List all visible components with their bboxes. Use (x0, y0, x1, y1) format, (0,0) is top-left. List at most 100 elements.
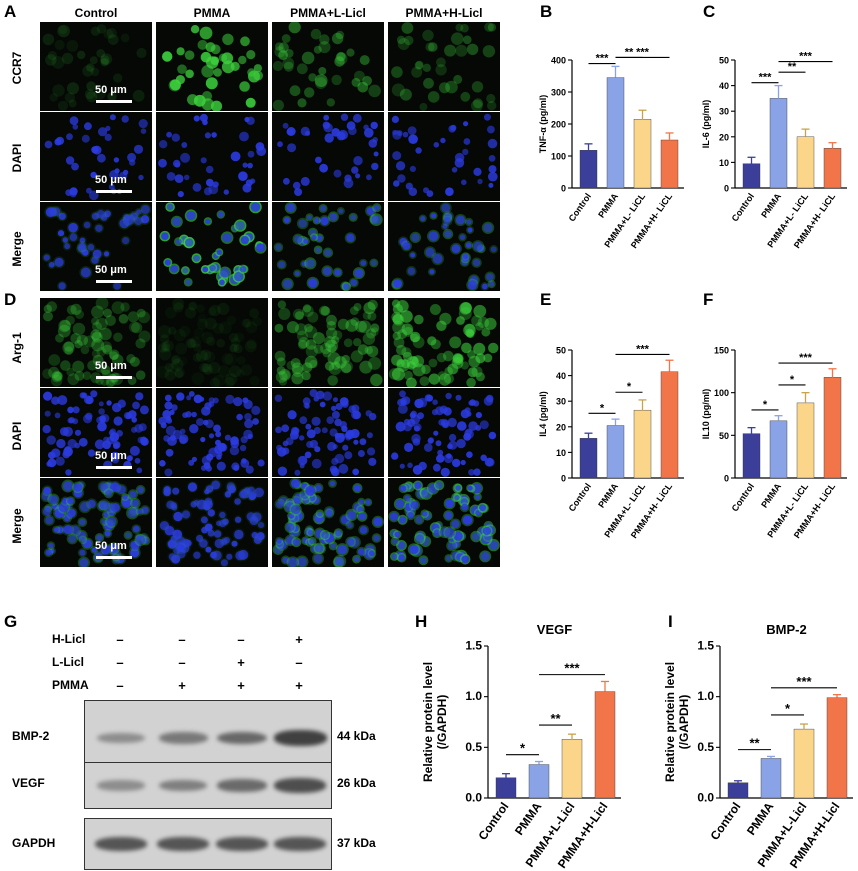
y-tick-label: 20 (556, 422, 566, 432)
panel-letter-i: I (668, 612, 673, 631)
bar (579, 150, 598, 189)
micrograph-image (40, 478, 152, 567)
blot-bmp2 (84, 700, 332, 768)
panel-letter-h: H (415, 612, 428, 631)
micrograph-image (156, 478, 268, 567)
y-tick-label: 200 (551, 120, 566, 130)
significance-label: *** (636, 46, 650, 58)
wb-sign: – (116, 678, 124, 693)
scale-bar (96, 556, 132, 559)
y-tick-label: 1.5 (697, 639, 714, 653)
wb-row-label-l: L-Licl (52, 655, 84, 669)
y-axis-label: IL-6 (pg/ml) (701, 100, 711, 149)
y-tick-label: 10 (719, 158, 729, 168)
blot-band (217, 779, 267, 792)
y-tick-label: 0.5 (465, 740, 482, 754)
x-tick-label: Control (567, 191, 594, 223)
y-tick-label: 1.0 (697, 689, 714, 703)
wb-sign: + (295, 678, 303, 693)
x-tick-label: PMMA (759, 481, 783, 510)
panel-letter-d: D (4, 290, 17, 309)
scale-bar-label: 50 μm (95, 450, 127, 462)
column-title-pmma: PMMA (193, 6, 231, 20)
micrograph-image (388, 478, 500, 567)
wb-sign: – (178, 632, 186, 647)
x-tick-label: Control (730, 191, 757, 223)
micrograph-image (388, 298, 500, 387)
bar (561, 739, 583, 799)
scale-bar-label: 50 μm (95, 174, 127, 186)
chart-title: VEGF (537, 622, 572, 637)
bar (606, 77, 625, 189)
bar (660, 371, 679, 479)
y-axis-label: (/GAPDH) (435, 695, 449, 750)
micrograph-image (156, 22, 268, 111)
blot-label-gapdh: GAPDH (12, 836, 56, 850)
significance-label: *** (636, 343, 650, 355)
panel-letter-g: G (4, 612, 18, 631)
kda-bmp2: 44 kDa (337, 729, 376, 743)
y-axis-label: Relative protein level (421, 662, 435, 782)
scale-bar-label: 50 μm (95, 264, 127, 276)
bar (660, 139, 679, 189)
x-tick-label: PMMA (512, 799, 545, 837)
y-tick-label: 40 (719, 81, 729, 91)
row-label-dapi-top: DAPI (10, 143, 24, 173)
significance-label: * (763, 399, 768, 411)
blot-band (158, 732, 208, 744)
chart-i: 0.0 0.5 1.0 1.5 Relative protein level (/GAPD… (663, 622, 853, 871)
bar (633, 118, 652, 189)
y-tick-label: 0.5 (697, 740, 714, 754)
x-tick-label: PMMA (759, 191, 783, 220)
significance-label: * (627, 381, 632, 393)
y-tick-label: 150 (714, 346, 729, 356)
micrograph-image (272, 478, 384, 567)
significance-label: * (520, 741, 526, 756)
wb-sign: – (116, 632, 124, 647)
scale-bar (96, 466, 132, 469)
bar (594, 691, 616, 799)
y-tick-label: 0 (561, 184, 566, 194)
significance-label: * (600, 402, 605, 414)
bar (742, 163, 761, 189)
chart-h: 0.0 0.5 1.0 1.5 Relative protein level (/GAPD… (421, 622, 621, 871)
y-axis-label: IL4 (pg/ml) (538, 391, 548, 437)
bar (769, 98, 788, 189)
micrograph-image (272, 388, 384, 477)
significance-label: ** (788, 61, 797, 73)
bar (760, 758, 782, 799)
y-tick-label: 0.0 (465, 791, 482, 805)
blot-label-vegf: VEGF (12, 776, 45, 790)
wb-sign: – (116, 655, 124, 670)
blot-label-bmp2: BMP-2 (12, 729, 50, 743)
chart-title: BMP-2 (766, 622, 806, 637)
x-tick-label: PMMA (744, 799, 777, 837)
bar (742, 433, 761, 479)
micrograph-image (156, 388, 268, 477)
bar (796, 136, 815, 189)
scale-bar (96, 376, 132, 379)
significance-label: *** (796, 674, 812, 689)
significance-label: ** (625, 46, 634, 58)
column-title-pmma-h: PMMA+H-Licl (405, 6, 483, 20)
y-tick-label: 100 (714, 388, 729, 398)
row-label-dapi-bottom: DAPI (10, 421, 24, 451)
micrograph-image (40, 112, 152, 201)
column-title-pmma-l: PMMA+L-Licl (290, 6, 366, 20)
y-tick-label: 400 (551, 56, 566, 66)
wb-sign: – (237, 632, 245, 647)
scale-bar-label: 50 μm (95, 360, 127, 372)
significance-label: ** (749, 736, 760, 751)
wb-sign: – (295, 655, 303, 670)
y-tick-label: 0 (561, 474, 566, 484)
wb-sign: – (178, 655, 186, 670)
blot-band (97, 780, 145, 791)
panel-letter-f: F (703, 290, 714, 309)
micrograph-image (40, 202, 152, 291)
kda-gapdh: 37 kDa (337, 836, 376, 850)
significance-label: *** (799, 51, 813, 63)
blot-band (216, 731, 268, 745)
